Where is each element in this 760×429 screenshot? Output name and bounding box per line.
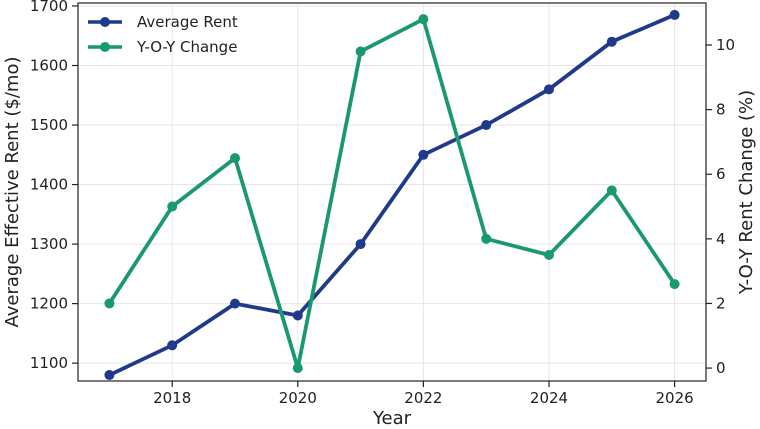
data-point [418, 149, 429, 160]
data-point [167, 340, 178, 351]
x-tick-label: 2024 [530, 389, 568, 407]
data-point [544, 250, 554, 260]
left-y-axis-title: Average Effective Rent ($/mo) [2, 57, 23, 328]
data-point [230, 153, 240, 164]
series-line [108, 13, 676, 377]
plot-frame [77, 2, 707, 382]
right-y-tick-label: 0 [716, 359, 726, 377]
data-point [669, 9, 680, 20]
data-point [606, 36, 617, 47]
data-point [167, 201, 178, 212]
right-y-tick-label: 6 [716, 165, 726, 183]
left-y-tick-label: 1200 [30, 295, 68, 313]
left-y-tick-label: 1700 [30, 0, 68, 15]
data-point [104, 370, 115, 381]
data-point [355, 46, 366, 57]
data-point [355, 239, 366, 250]
data-point [104, 298, 115, 309]
right-y-tick-label: 2 [716, 294, 726, 312]
legend-label-average-rent: Average Rent [137, 13, 238, 31]
x-tick-label: 2020 [279, 389, 317, 407]
data-point [544, 84, 554, 95]
data-point [669, 279, 680, 290]
series-line [107, 17, 677, 370]
series-yoy-change [104, 14, 680, 374]
right-y-tick-label: 8 [716, 101, 726, 119]
left-y-tick-label: 1500 [30, 116, 68, 134]
left-y-tick-label: 1100 [30, 354, 68, 372]
legend-marker-yoy-change [100, 42, 110, 52]
x-tick-label: 2022 [404, 389, 442, 407]
data-point [230, 298, 240, 309]
series-layer [104, 9, 680, 381]
ticks: 2018 2020 2022 2024 2026 1100 1200 1300 1400 1500… [30, 0, 735, 407]
left-y-tick-label: 1400 [30, 176, 68, 194]
left-y-tick-label: 1300 [30, 235, 68, 253]
data-point [292, 363, 303, 374]
data-point [481, 120, 492, 131]
grid [78, 3, 706, 381]
data-point [606, 185, 617, 196]
series-average-rent [104, 9, 680, 381]
data-point [418, 14, 429, 25]
data-point [292, 310, 303, 321]
legend: Average Rent Y-O-Y Change [88, 13, 238, 56]
x-axis-title: Year [372, 408, 412, 429]
right-y-axis-title: Y-O-Y Rent Change (%) [736, 90, 757, 295]
right-y-tick-label: 4 [716, 230, 726, 248]
data-point [481, 233, 492, 244]
legend-label-yoy-change: Y-O-Y Change [136, 38, 237, 56]
right-y-tick-label: 10 [716, 36, 735, 54]
x-tick-label: 2018 [153, 389, 191, 407]
legend-marker-average-rent [100, 17, 110, 27]
left-y-tick-label: 1600 [30, 57, 68, 75]
x-tick-label: 2026 [656, 389, 694, 407]
